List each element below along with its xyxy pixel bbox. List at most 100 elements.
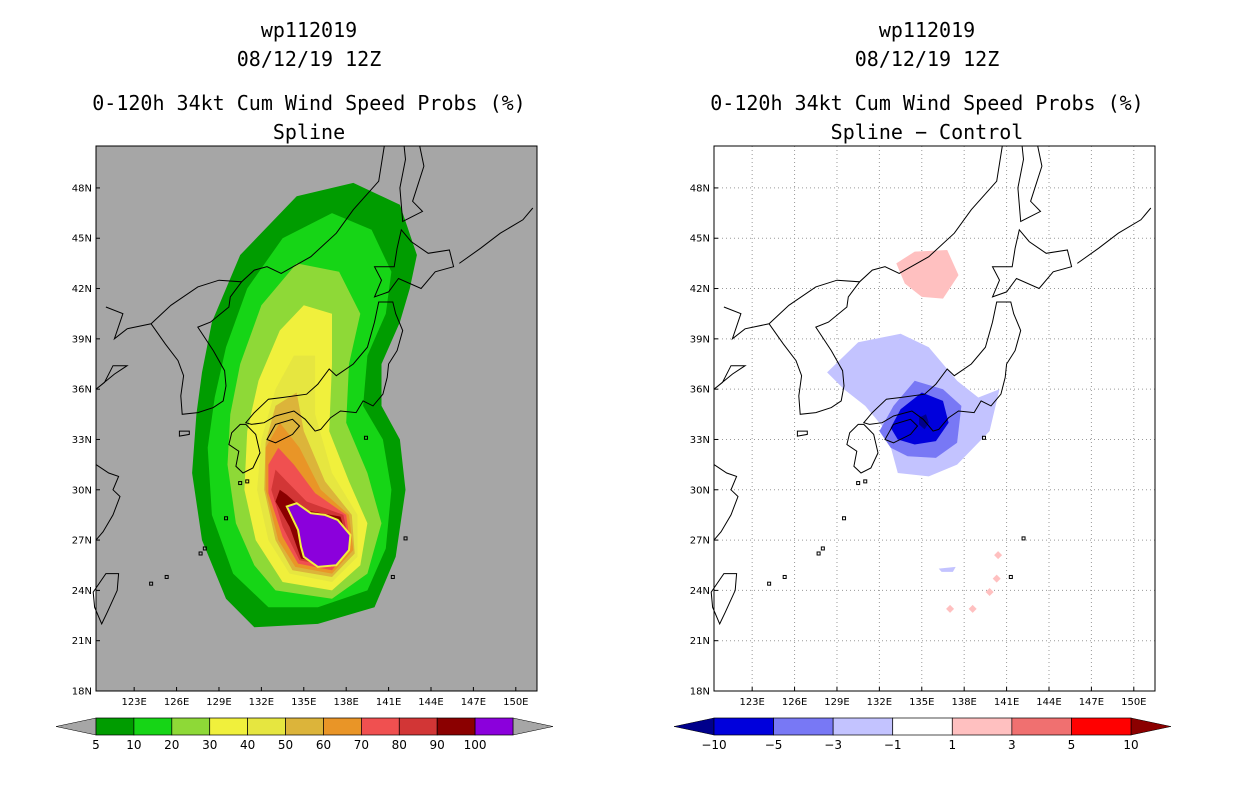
- y-tick-label: 36N: [690, 385, 710, 396]
- probability-map: 123E 126E 129E 132E 135E 138E 141E 144E 147E 150E…: [55, 145, 554, 752]
- coastline-kurils: [459, 207, 534, 264]
- y-tick-label: 42N: [690, 284, 710, 295]
- colorbar-swatch: [398, 717, 438, 736]
- date-time: 08/12/19 12Z: [236, 47, 382, 71]
- probability-contours: [192, 182, 417, 628]
- island: [149, 581, 154, 586]
- plot-frame: [95, 145, 538, 692]
- colorbar-swatch: [1071, 717, 1132, 736]
- chart-title: 0-120h 34kt Cum Wind Speed Probs (%): [92, 91, 526, 115]
- y-tick-label: 45N: [690, 234, 710, 245]
- colorbar-under-arrow: [673, 717, 715, 736]
- island: [363, 435, 368, 440]
- y-tick-label: 48N: [690, 183, 710, 194]
- x-tick-label: 144E: [418, 697, 443, 708]
- y-tick-label: 27N: [690, 536, 710, 547]
- y-tick-label: 18N: [72, 687, 92, 698]
- coastline-kyushu: [846, 423, 879, 474]
- colorbar-swatch: [773, 717, 834, 736]
- coastline-hokkaido: [991, 228, 1073, 298]
- colorbar-over-arrow: [512, 717, 554, 736]
- coastline-east_china: [713, 464, 739, 541]
- colorbar-label: 40: [240, 738, 255, 752]
- island: [820, 546, 825, 551]
- colorbar-label: 100: [464, 738, 487, 752]
- x-tick-label: 129E: [824, 697, 849, 708]
- chart-subtitle: Spline: [272, 120, 346, 144]
- colorbar-label: 3: [1008, 738, 1016, 752]
- contour-rim: [285, 502, 352, 568]
- coastline-shikoku: [266, 418, 301, 444]
- coastlines: [92, 145, 534, 626]
- date-time: 08/12/19 12Z: [854, 47, 1000, 71]
- island: [842, 516, 847, 521]
- x-tick-label: 150E: [1121, 697, 1146, 708]
- x-tick-label: 144E: [1036, 697, 1061, 708]
- x-tick-label: 150E: [503, 697, 528, 708]
- island: [863, 479, 868, 484]
- island: [1021, 536, 1026, 541]
- y-tick-label: 39N: [690, 334, 710, 345]
- minus-1-patch: [938, 566, 956, 572]
- plus-1-patch: [994, 551, 1003, 560]
- colorbar-label: −3: [824, 738, 842, 752]
- colorbar-label: 50: [278, 738, 293, 752]
- colorbar-label: 30: [202, 738, 217, 752]
- coastline-kurils: [1077, 207, 1152, 264]
- island: [1008, 574, 1013, 579]
- chart-subtitle: Spline − Control: [830, 120, 1024, 144]
- colorbar-swatch: [285, 717, 324, 736]
- island: [816, 551, 821, 556]
- island: [390, 574, 395, 579]
- colorbar-label: 70: [354, 738, 369, 752]
- x-tick-label: 132E: [867, 697, 892, 708]
- x-tick-label: 135E: [291, 697, 316, 708]
- island: [202, 546, 207, 551]
- island: [403, 536, 408, 541]
- coastline-china: [723, 145, 1003, 341]
- coastline-korea: [150, 281, 243, 415]
- plus-1-patch: [992, 574, 1001, 583]
- y-tick-label: 18N: [690, 687, 710, 698]
- x-tick-label: 138E: [333, 697, 358, 708]
- colorbar-label: 1: [948, 738, 956, 752]
- storm-id: wp112019: [878, 18, 976, 42]
- x-tick-label: 123E: [739, 697, 764, 708]
- x-tick-label: 129E: [206, 697, 231, 708]
- colorbar-label: 10: [126, 738, 141, 752]
- colorbar-swatch: [892, 717, 953, 736]
- y-tick-label: 42N: [72, 284, 92, 295]
- colorbar-label: 10: [1123, 738, 1138, 752]
- colorbar-label: 80: [392, 738, 407, 752]
- island: [198, 551, 203, 556]
- colorbar-label: −5: [765, 738, 783, 752]
- coastlines: [710, 145, 1152, 626]
- difference-map: 123E 126E 129E 132E 135E 138E 141E 144E 147E 150E…: [673, 145, 1172, 752]
- colorbar-swatch: [951, 717, 1013, 736]
- colorbar-swatch: [713, 717, 774, 736]
- x-tick-label: 141E: [376, 697, 401, 708]
- x-tick-label: 132E: [249, 697, 274, 708]
- colorbar-swatch: [832, 717, 894, 736]
- island: [767, 581, 772, 586]
- right-panel: wp112019 08/12/19 12Z 0-120h 34kt Cum Wi…: [618, 0, 1236, 800]
- y-tick-label: 30N: [690, 485, 710, 496]
- left-panel: wp112019 08/12/19 12Z 0-120h 34kt Cum Wi…: [55, 18, 554, 752]
- coastline-honshu: [862, 301, 1022, 432]
- y-tick-label: 21N: [72, 636, 92, 647]
- colorbar-label: 90: [430, 738, 445, 752]
- x-tick-label: 123E: [121, 697, 146, 708]
- coastline-china_south: [95, 365, 129, 390]
- coastline-cheju: [178, 430, 190, 437]
- colorbar-over-arrow: [1130, 717, 1172, 736]
- y-tick-label: 48N: [72, 183, 92, 194]
- colorbar-swatch: [171, 717, 211, 736]
- coastline-china_south: [713, 365, 747, 390]
- coastline-kyushu: [228, 423, 261, 474]
- island: [238, 481, 243, 486]
- y-tick-label: 21N: [690, 636, 710, 647]
- storm-id: wp112019: [260, 18, 358, 42]
- difference-contours: [827, 250, 1003, 613]
- island: [245, 479, 250, 484]
- colorbar-under-arrow: [55, 717, 97, 736]
